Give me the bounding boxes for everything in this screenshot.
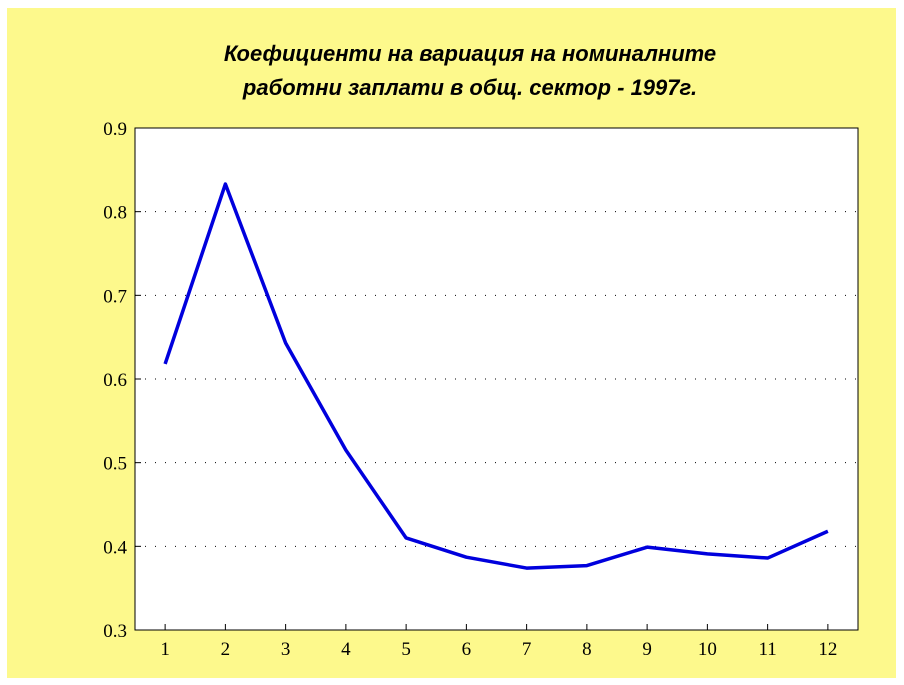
chart-title: работни заплати в общ. сектор - 1997г. [242,75,697,100]
x-tick-label: 10 [698,639,717,660]
y-tick-label: 0.4 [103,537,127,558]
y-tick-label: 0.9 [103,119,127,140]
chart-title: Коефициенти на вариация на номиналните [224,41,716,66]
x-tick-label: 5 [401,639,411,660]
x-tick-label: 11 [758,639,776,660]
x-tick-label: 6 [462,639,472,660]
x-tick-label: 9 [642,639,652,660]
x-tick-label: 1 [160,639,170,660]
y-tick-label: 0.8 [103,203,127,224]
y-tick-label: 0.3 [103,621,127,642]
x-tick-label: 3 [281,639,291,660]
y-tick-label: 0.6 [103,370,127,391]
x-tick-label: 7 [522,639,532,660]
y-tick-label: 0.5 [103,454,127,475]
y-tick-label: 0.7 [103,286,127,307]
x-tick-label: 2 [221,639,231,660]
data-line [163,182,829,570]
plot-area [134,127,859,631]
x-tick-label: 4 [341,639,351,660]
x-tick-label: 8 [582,639,592,660]
x-tick-label: 12 [818,639,837,660]
